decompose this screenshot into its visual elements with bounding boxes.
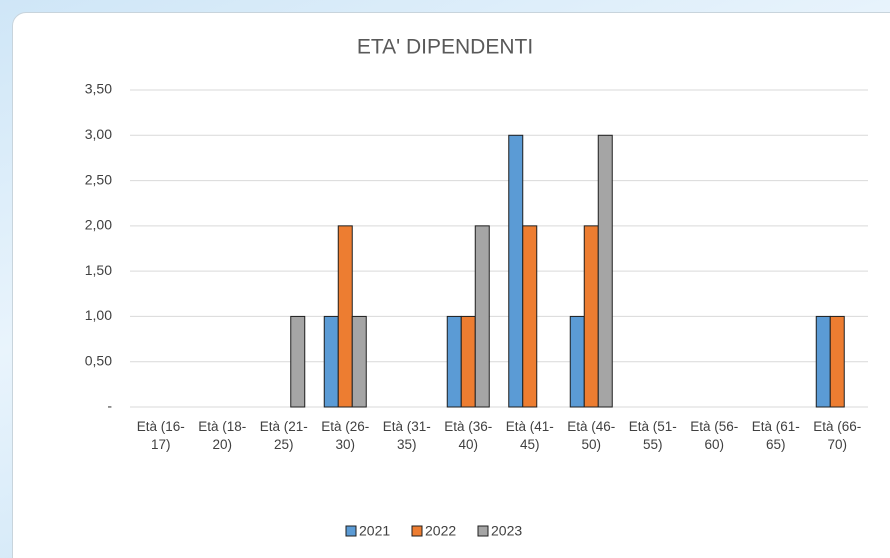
x-tick-label: Età (16-17) — [136, 419, 185, 452]
bar — [474, 225, 490, 408]
y-tick-label: - — [107, 398, 112, 414]
y-tick-label: 2,00 — [85, 217, 112, 233]
bar — [446, 315, 462, 408]
y-tick-label: 3,00 — [85, 126, 112, 142]
legend-label: 2023 — [491, 523, 522, 539]
x-tick-label: Età (56-60) — [690, 419, 739, 452]
bar — [351, 315, 367, 408]
legend-label: 2021 — [359, 523, 390, 539]
x-tick-label: Età (61-65) — [751, 419, 800, 452]
bar — [597, 134, 613, 408]
y-tick-label: 1,50 — [85, 262, 112, 278]
x-tick-label: Età (46-50) — [567, 419, 616, 452]
legend-swatch — [477, 525, 489, 537]
legend-label: 2022 — [425, 523, 456, 539]
bar — [337, 225, 353, 408]
legend-swatch — [411, 525, 423, 537]
y-tick-label: 0,50 — [85, 352, 112, 368]
x-tick-label: Età (41-45) — [505, 419, 554, 452]
y-tick-label: 3,50 — [85, 81, 112, 97]
y-tick-label: 1,00 — [85, 307, 112, 323]
x-tick-label: Età (51-55) — [628, 419, 677, 452]
bar — [569, 315, 585, 408]
bar — [460, 315, 476, 408]
x-tick-label: Età (21-25) — [259, 419, 308, 452]
legend-swatch — [345, 525, 357, 537]
x-tick-label: Età (31-35) — [382, 419, 431, 452]
y-tick-label: 2,50 — [85, 171, 112, 187]
bar — [815, 315, 831, 408]
bar — [522, 225, 538, 408]
bar — [583, 225, 599, 408]
bar — [508, 134, 524, 408]
chart-title: ETA' DIPENDENTI — [357, 36, 533, 59]
x-tick-label: Età (26-30) — [321, 419, 370, 452]
x-tick-label: Età (66-70) — [813, 419, 862, 452]
x-tick-label: Età (18-20) — [198, 419, 247, 452]
bar — [290, 315, 306, 408]
chart-panel — [12, 12, 890, 558]
bar — [829, 315, 845, 408]
bar — [323, 315, 339, 408]
x-tick-label: Età (36-40) — [444, 419, 493, 452]
